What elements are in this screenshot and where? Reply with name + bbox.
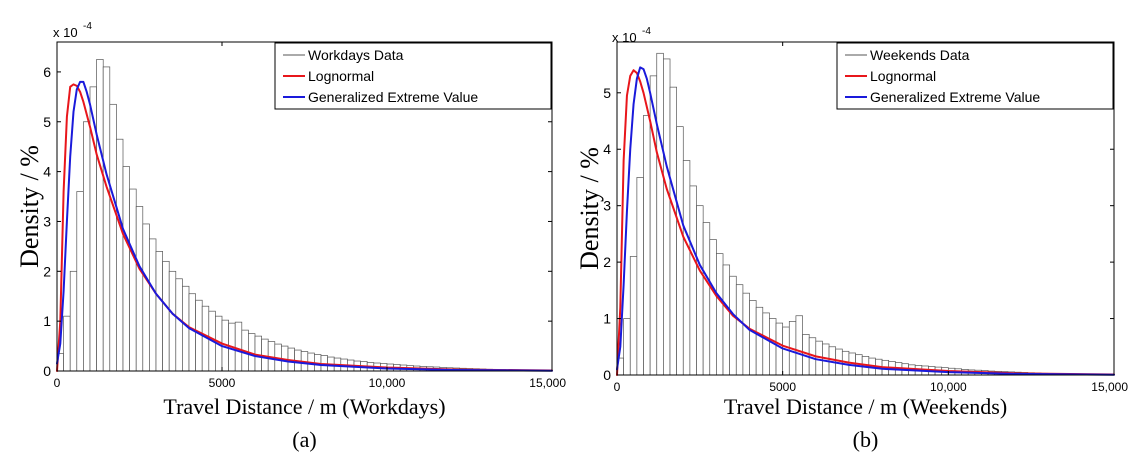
y-axis-label: Density / % bbox=[15, 145, 44, 268]
y-tick-label: 5 bbox=[603, 85, 611, 101]
histogram-bar bbox=[149, 238, 157, 372]
axes-box bbox=[56, 41, 553, 372]
histogram-bar bbox=[709, 239, 717, 376]
legend-box bbox=[836, 42, 1114, 110]
y-axis-label: Density / % bbox=[575, 147, 604, 270]
chart-panel-a: 0 5000 10,000 15,000 0 1 2 3 4 5 6 x 10 -4 Workdays D… bbox=[15, 21, 566, 452]
y-tick-label: 2 bbox=[603, 254, 611, 270]
lognormal-curve bbox=[616, 69, 1115, 376]
histogram-bar bbox=[742, 292, 750, 376]
histogram-bar bbox=[63, 315, 71, 372]
y-tick-label: 1 bbox=[603, 311, 611, 327]
legend-item-data-label: Workdays Data bbox=[308, 47, 404, 63]
x-axis-label: Travel Distance / m (Weekends) bbox=[724, 394, 1007, 419]
x-axis-label: Travel Distance / m (Workdays) bbox=[163, 394, 445, 419]
y-exponent-power: -4 bbox=[83, 21, 92, 32]
y-tick-label: 2 bbox=[43, 263, 51, 279]
histogram-bar bbox=[769, 318, 777, 376]
histogram-bar bbox=[142, 223, 150, 372]
y-exponent-label: x 10 bbox=[612, 30, 637, 45]
histogram-bar bbox=[254, 335, 262, 372]
histogram-bar bbox=[656, 52, 664, 376]
histogram-bar bbox=[76, 191, 84, 372]
legend-item-lognormal-label: Lognormal bbox=[870, 68, 936, 84]
histogram-bar bbox=[162, 260, 170, 372]
histogram-bar bbox=[129, 188, 137, 372]
histogram-bar bbox=[682, 160, 691, 376]
histogram-bar bbox=[623, 318, 631, 376]
x-tick-label: 0 bbox=[614, 380, 621, 394]
histogram-bar bbox=[702, 222, 711, 376]
y-tick-label: 1 bbox=[43, 313, 51, 329]
histogram-bar bbox=[182, 285, 190, 372]
x-tick-label: 15,000 bbox=[529, 376, 566, 390]
histogram-bar bbox=[762, 312, 770, 376]
x-tick-label: 0 bbox=[54, 376, 61, 390]
chart-panel-b: 0 5000 10,000 15,000 0 1 2 3 4 5 x 10 -4 Weekends Da… bbox=[575, 26, 1128, 452]
y-tick-label: 6 bbox=[43, 64, 51, 80]
histogram-bar bbox=[749, 300, 757, 376]
x-tick-label: 5000 bbox=[209, 376, 236, 390]
histogram-bar bbox=[122, 166, 130, 372]
y-tick-label: 3 bbox=[603, 198, 611, 214]
histogram-bar bbox=[135, 206, 144, 372]
histogram-bar bbox=[109, 103, 117, 372]
histogram-bar bbox=[735, 284, 744, 376]
histogram-bar bbox=[96, 59, 104, 372]
y-exponent-label: x 10 bbox=[53, 25, 78, 40]
gev-curve bbox=[616, 66, 1115, 376]
histogram-bar bbox=[234, 321, 243, 372]
panel-label: (a) bbox=[292, 427, 316, 452]
legend-item-gev-label: Generalized Extreme Value bbox=[870, 89, 1040, 105]
histogram-bar bbox=[795, 315, 803, 376]
histogram-bar bbox=[696, 205, 704, 376]
histogram-bar bbox=[636, 177, 644, 376]
x-tick-label: 15,000 bbox=[1091, 380, 1128, 394]
y-tick-label: 4 bbox=[43, 164, 51, 180]
lognormal-curve bbox=[56, 83, 553, 372]
legend: Weekends Data Lognormal Generalized Extrem… bbox=[836, 42, 1114, 110]
legend-item-gev-label: Generalized Extreme Value bbox=[308, 89, 478, 105]
histogram-bar bbox=[643, 115, 651, 376]
histogram-bar bbox=[755, 306, 764, 376]
histogram-bar bbox=[188, 293, 196, 372]
histogram-bar bbox=[629, 256, 638, 376]
y-tick-label: 5 bbox=[43, 114, 51, 130]
histogram-bar bbox=[689, 185, 697, 376]
histogram-bar bbox=[676, 126, 684, 376]
histogram-bar bbox=[663, 58, 671, 376]
y-tick-label: 0 bbox=[43, 363, 51, 379]
histogram-bar bbox=[69, 270, 78, 372]
y-tick-label: 3 bbox=[43, 213, 51, 229]
legend-item-data-label: Weekends Data bbox=[870, 47, 970, 63]
histogram-bar bbox=[83, 121, 91, 372]
histogram-bar bbox=[116, 138, 124, 372]
x-tick-label: 10,000 bbox=[369, 376, 406, 390]
y-exponent-power: -4 bbox=[642, 26, 651, 37]
histogram-bar bbox=[716, 253, 724, 376]
histogram-bar bbox=[168, 270, 177, 372]
x-tick-label: 5000 bbox=[769, 380, 796, 394]
x-tick-label: 10,000 bbox=[930, 380, 967, 394]
y-tick-label: 0 bbox=[603, 367, 611, 383]
legend-item-lognormal-label: Lognormal bbox=[308, 68, 374, 84]
panel-label: (b) bbox=[853, 427, 879, 452]
histogram-bar bbox=[722, 264, 731, 376]
histogram-bar bbox=[155, 251, 163, 372]
histogram-bar bbox=[669, 86, 677, 376]
histogram-bar bbox=[175, 278, 183, 372]
histogram-bar bbox=[729, 275, 737, 376]
legend-box bbox=[274, 42, 552, 110]
histogram-bar bbox=[102, 66, 111, 372]
legend: Workdays Data Lognormal Generalized Extrem… bbox=[274, 42, 552, 110]
axes-box bbox=[616, 41, 1115, 376]
gev-curve bbox=[56, 80, 553, 372]
y-tick-label: 4 bbox=[603, 141, 611, 157]
